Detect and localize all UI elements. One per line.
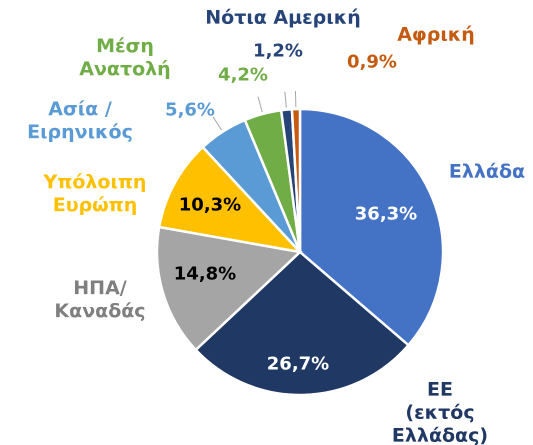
data-label: 4,2% xyxy=(218,64,268,86)
leader-line xyxy=(212,116,222,131)
pie-slice xyxy=(290,107,302,253)
category-label: ΗΠΑ/ Καναδάς xyxy=(54,277,146,322)
category-label: Αφρική xyxy=(397,23,475,46)
category-label: ΕΕ (εκτός Ελλάδας) xyxy=(391,378,489,445)
data-label: 26,7% xyxy=(266,353,330,375)
data-label: 5,6% xyxy=(165,99,215,121)
data-label: 36,3% xyxy=(354,203,418,225)
category-label: Υπόλοιπη Ευρώπη xyxy=(43,171,147,216)
pie-slice xyxy=(193,250,411,397)
category-label: Ασία / Ειρηνικός xyxy=(27,98,133,143)
pie-slice xyxy=(155,225,303,352)
pie-slice xyxy=(157,145,304,254)
leader-line xyxy=(284,91,287,108)
leader-line xyxy=(257,96,263,113)
data-label: 1,2% xyxy=(253,40,303,62)
data-label: 0,9% xyxy=(347,51,397,73)
category-label: Μέση Ανατολή xyxy=(79,35,171,80)
data-label: 10,3% xyxy=(178,194,242,216)
category-label: Ελλάδα xyxy=(448,160,526,183)
pie-slice xyxy=(298,107,445,347)
data-label: 14,8% xyxy=(173,263,237,285)
category-label: Νότια Αμερική xyxy=(205,6,361,29)
